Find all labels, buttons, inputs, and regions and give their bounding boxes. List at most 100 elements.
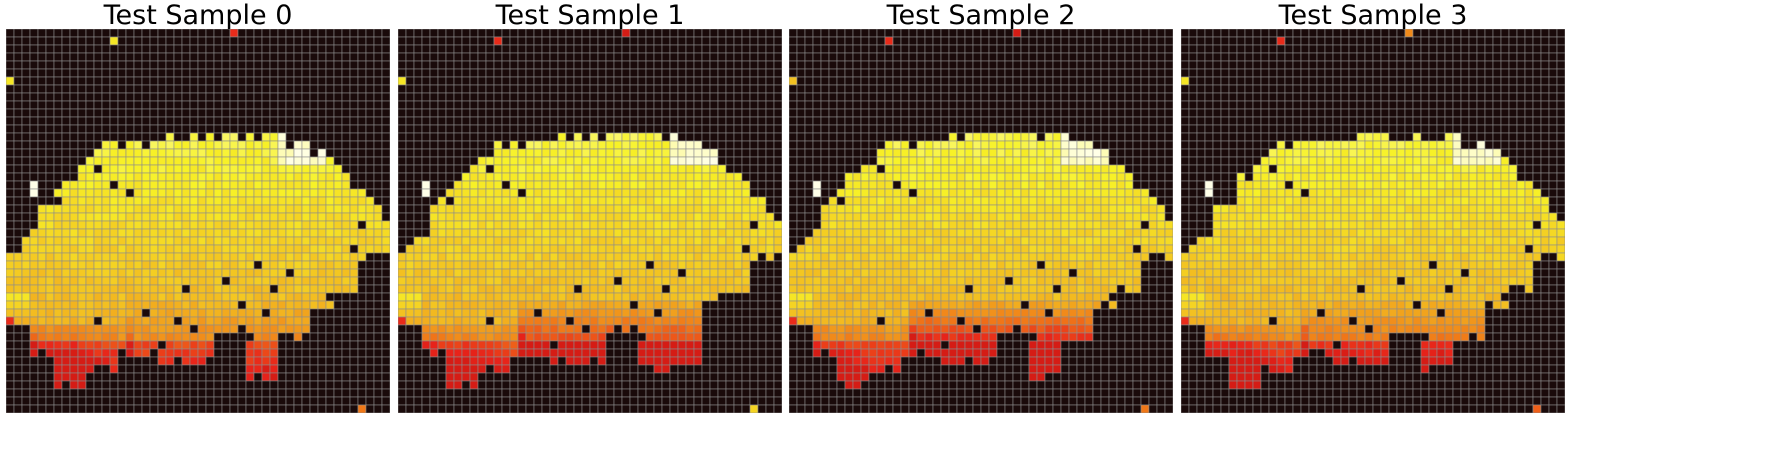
heatmap-cell (437, 180, 447, 190)
heatmap-cell (565, 124, 575, 134)
heatmap-cell (757, 188, 767, 198)
heatmap-cell (173, 196, 183, 206)
heatmap-cell (101, 124, 111, 134)
heatmap-cell (317, 156, 327, 166)
heatmap-cell (485, 324, 495, 334)
heatmap-cell (437, 340, 447, 350)
heatmap-cell (525, 164, 535, 174)
heatmap-cell (229, 76, 239, 86)
heatmap-cell (421, 404, 431, 413)
heatmap-cell (501, 260, 511, 270)
heatmap-cell (477, 29, 487, 38)
heatmap-cell (557, 404, 567, 413)
heatmap-cell (581, 236, 591, 246)
heatmap-cell (605, 252, 615, 262)
heatmap-cell (405, 260, 415, 270)
heatmap-cell (173, 300, 183, 310)
heatmap-cell (645, 196, 655, 206)
heatmap-cell (860, 60, 870, 70)
heatmap-cell (717, 36, 727, 46)
heatmap-cell (924, 60, 934, 70)
heatmap-cell (477, 84, 487, 94)
heatmap-cell (717, 108, 727, 118)
heatmap-cell (581, 76, 591, 86)
heatmap-cell (501, 132, 511, 142)
heatmap-cell (125, 172, 135, 182)
heatmap-cell (1052, 68, 1062, 78)
heatmap-cell (645, 220, 655, 230)
heatmap-cell (277, 396, 287, 406)
heatmap-cell (293, 404, 303, 413)
heatmap-cell (181, 108, 191, 118)
heatmap-cell (701, 108, 711, 118)
heatmap-cell (605, 148, 615, 158)
heatmap-cell (717, 180, 727, 190)
heatmap-cell (549, 164, 559, 174)
heatmap-cell (405, 244, 415, 254)
heatmap-cell (261, 108, 271, 118)
heatmap-cell (725, 244, 735, 254)
heatmap-cell (333, 260, 343, 270)
heatmap-cell (677, 364, 687, 374)
heatmap-cell (405, 36, 415, 46)
heatmap-cell (701, 52, 711, 62)
heatmap-cell (1076, 68, 1086, 78)
heatmap-cell (101, 92, 111, 102)
heatmap-cell (453, 148, 463, 158)
heatmap-cell (101, 132, 111, 142)
heatmap-cell (557, 196, 567, 206)
heatmap-cell (493, 52, 503, 62)
heatmap-cell (852, 29, 862, 38)
heatmap-cell (405, 276, 415, 286)
heatmap-cell (85, 316, 95, 326)
heatmap-cell (741, 44, 751, 54)
heatmap-cell (325, 220, 335, 230)
heatmap-cell (133, 68, 143, 78)
heatmap-cell (141, 124, 151, 134)
heatmap-cell (77, 324, 87, 334)
heatmap-cell (301, 332, 311, 342)
heatmap-cell (525, 332, 535, 342)
heatmap-cell (677, 292, 687, 302)
heatmap-cell (429, 372, 439, 382)
heatmap-cell (908, 76, 918, 86)
heatmap-cell (117, 340, 127, 350)
heatmap-cell (101, 228, 111, 238)
heatmap-cell (501, 252, 511, 262)
heatmap-cell (109, 164, 119, 174)
heatmap-cell (13, 220, 23, 230)
heatmap-cell (181, 84, 191, 94)
heatmap-cell (77, 300, 87, 310)
heatmap-cell (765, 260, 775, 270)
heatmap-cell (653, 204, 663, 214)
heatmap-cell (13, 36, 23, 46)
heatmap-cell (197, 124, 207, 134)
heatmap-cell (149, 388, 159, 398)
heatmap-cell (69, 364, 79, 374)
heatmap-cell (956, 44, 966, 54)
heatmap-cell (988, 36, 998, 46)
heatmap-cell (685, 180, 695, 190)
heatmap-cell (693, 172, 703, 182)
heatmap-cell (365, 244, 375, 254)
heatmap-cell (900, 76, 910, 86)
heatmap-cell (133, 60, 143, 70)
heatmap-cell (765, 76, 775, 86)
heatmap-cell (197, 316, 207, 326)
heatmap-cell (189, 92, 199, 102)
heatmap-cell (509, 332, 519, 342)
heatmap-cell (445, 140, 455, 150)
heatmap-cell (757, 388, 767, 398)
heatmap-cell (693, 308, 703, 318)
heatmap-cell (357, 204, 367, 214)
heatmap-cell (301, 396, 311, 406)
heatmap-cell (317, 68, 327, 78)
heatmap-cell (509, 76, 519, 86)
heatmap-cell (493, 36, 503, 46)
heatmap-cell (653, 44, 663, 54)
heatmap-cell (437, 396, 447, 406)
heatmap-cell (485, 212, 495, 222)
heatmap-cell (157, 180, 167, 190)
heatmap-cell (693, 276, 703, 286)
heatmap-cell (581, 380, 591, 390)
